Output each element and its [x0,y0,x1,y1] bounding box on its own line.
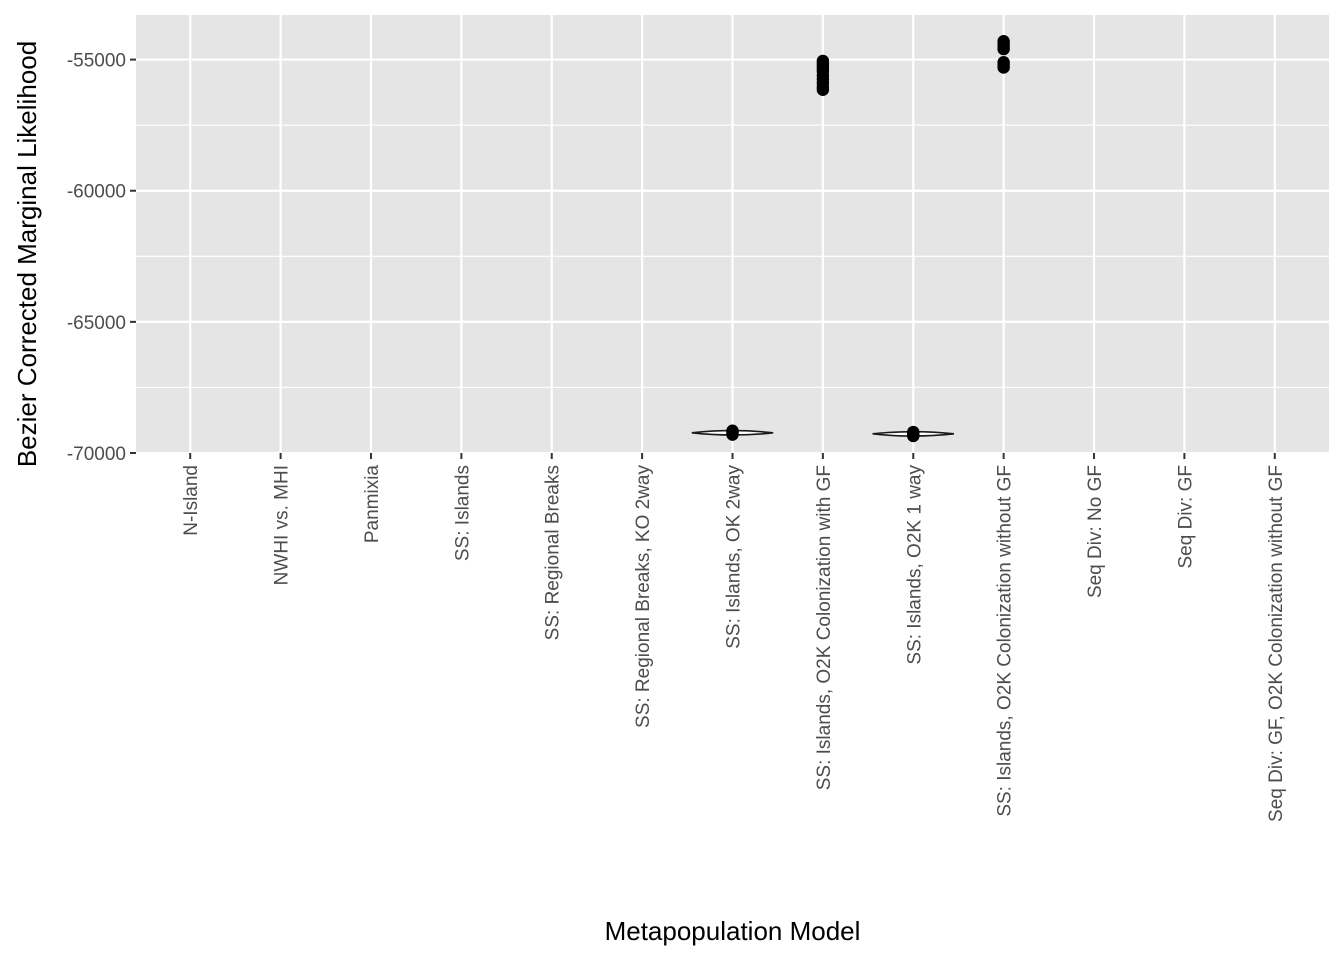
x-tick-label: Seq Div: GF, O2K Colonization without GF [1266,465,1287,822]
data-point [816,83,830,96]
x-tick-label: SS: Islands, O2K Colonization without GF [995,465,1016,817]
x-tick-label: Panmixia [362,465,383,544]
x-tick-label: SS: Islands, O2K 1 way [904,465,925,665]
y-tick-label: -65000 [67,313,126,334]
y-tick-label: -60000 [67,182,126,203]
x-tick-label: SS: Regional Breaks, KO 2way [633,465,654,728]
x-tick-label: Seq Div: GF [1175,465,1196,568]
x-tick-label: Seq Div: No GF [1085,465,1106,598]
y-tick-label: -55000 [67,51,126,72]
x-axis-title: Metapopulation Model [605,916,861,946]
y-axis-title: Bezier Corrected Marginal Likelihood [12,41,42,467]
y-axis: -55000 -60000 -65000 -70000 [67,51,136,465]
x-tick-label: NWHI vs. MHI [272,465,293,585]
x-tick-label: SS: Regional Breaks [543,465,564,640]
data-point [997,42,1010,56]
data-point [997,61,1010,74]
y-tick-label: -70000 [67,444,126,465]
points [726,35,1010,443]
x-tick-label: N-Island [181,465,202,536]
grid-major [136,15,1329,455]
data-point [907,429,920,443]
data-point [726,428,739,441]
x-axis: N-Island NWHI vs. MHI Panmixia SS: Islands S… [181,453,1287,822]
x-tick-label: SS: Islands [452,465,473,561]
x-tick-label: SS: Islands, OK 2way [724,465,745,649]
x-tick-label: SS: Islands, O2K Colonization with GF [814,465,835,790]
